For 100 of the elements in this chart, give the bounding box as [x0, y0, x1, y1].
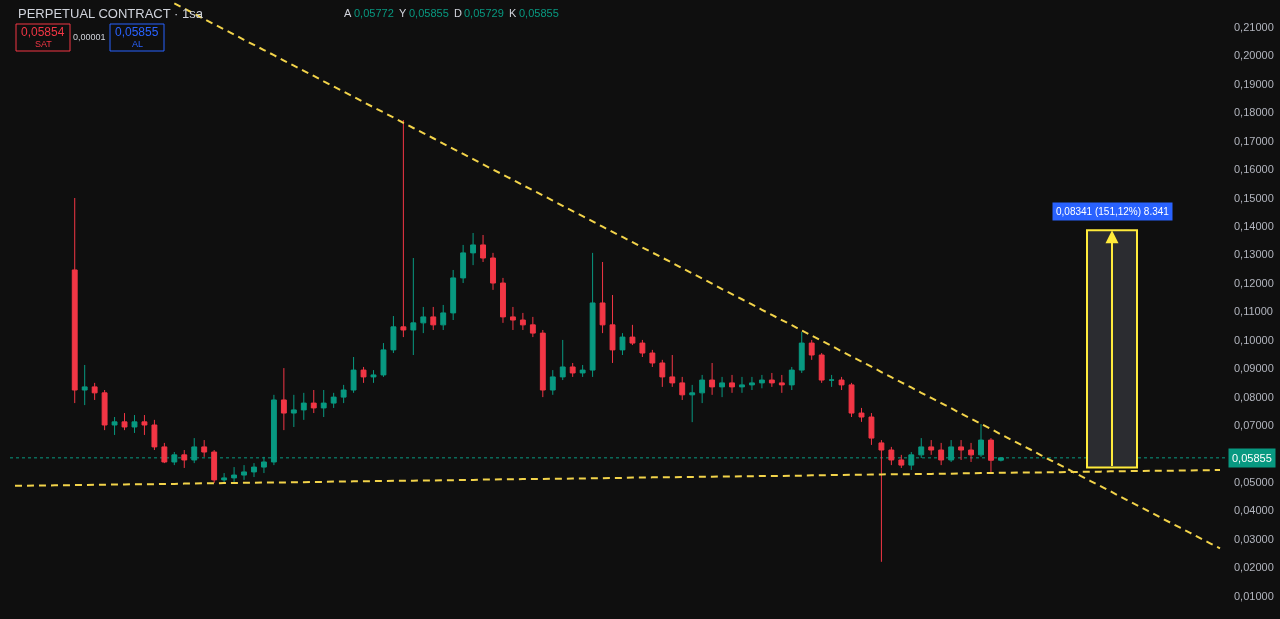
y-tick-label: 0,07000 — [1234, 419, 1274, 432]
candlestick — [709, 362, 716, 396]
candlestick — [251, 462, 257, 478]
candlestick — [440, 304, 447, 331]
candlestick — [729, 374, 735, 394]
candlestick — [808, 339, 815, 361]
y-tick-label: 0,02000 — [1234, 561, 1274, 574]
candlestick — [101, 389, 108, 431]
y-tick-label: 0,18000 — [1234, 106, 1274, 119]
candlestick — [609, 294, 616, 364]
y-tick-label: 0,11000 — [1234, 305, 1273, 318]
candlestick — [141, 414, 148, 436]
candlestick — [151, 419, 158, 451]
annotation: 0,05855 — [409, 7, 449, 19]
candlestick — [91, 382, 98, 401]
candlestick — [500, 277, 506, 324]
candlestick — [390, 315, 397, 354]
candlestick — [280, 367, 287, 431]
candlestick — [848, 382, 855, 418]
annotation: SAT — [35, 39, 53, 49]
candlestick — [450, 269, 457, 321]
y-tick-label: 0,09000 — [1234, 362, 1274, 375]
candlestick — [639, 339, 646, 358]
candlestick — [370, 369, 377, 384]
y-tick-label: 0,01000 — [1234, 589, 1274, 602]
candlestick — [380, 342, 387, 378]
candlestick — [689, 384, 696, 423]
candlestick — [958, 439, 965, 461]
band-label: 0,08341 (151,12%) 8.341 — [1056, 206, 1170, 217]
candlestick — [231, 466, 238, 483]
annotation: 0,05854 — [21, 25, 65, 39]
candlestick — [340, 384, 347, 404]
candlestick — [988, 437, 994, 473]
candlestick — [788, 366, 795, 391]
candlestick — [310, 389, 317, 414]
candlestick — [350, 356, 357, 394]
annotation: K — [509, 7, 517, 19]
candlestick — [400, 119, 407, 338]
candlestick — [221, 472, 228, 484]
text: PERPETUAL CONTRACT · 1sa — [18, 6, 204, 21]
candlestick — [758, 374, 765, 389]
candlestick — [938, 442, 945, 466]
candlestick — [320, 389, 327, 418]
candlestick — [659, 359, 666, 388]
candlestick — [201, 439, 208, 458]
candlestick — [111, 416, 118, 436]
y-tick-label: 0,13000 — [1234, 248, 1274, 261]
candlestick — [798, 331, 805, 374]
candlestick — [968, 442, 974, 463]
candlestick — [858, 407, 865, 423]
annotation: 0,05772 — [354, 7, 394, 19]
candlestick — [928, 439, 935, 456]
candlestick — [519, 312, 526, 331]
candlestick — [619, 332, 626, 356]
y-tick-label: 0,04000 — [1234, 504, 1274, 517]
candlestick — [460, 244, 467, 284]
annotation: A — [344, 7, 352, 19]
candlestick — [509, 306, 516, 331]
candlestick — [131, 414, 138, 434]
candlestick — [290, 394, 297, 428]
candlestick — [828, 374, 835, 388]
y-tick-label: 0,14000 — [1234, 220, 1274, 232]
candlestick — [81, 364, 88, 406]
candlestick — [868, 412, 875, 446]
candlestick — [330, 392, 337, 409]
y-tick-label: 0,16000 — [1234, 163, 1274, 176]
candlestick — [529, 316, 536, 338]
candlestick — [768, 372, 775, 388]
candlestick — [579, 364, 586, 378]
y-tick-label: 0,20000 — [1234, 49, 1274, 62]
candlestick — [211, 449, 218, 484]
y-tick-label: 0,17000 — [1234, 134, 1274, 147]
candlestick — [649, 349, 656, 368]
candlestick — [818, 352, 825, 384]
annotation: 0,05855 — [115, 25, 159, 39]
y-tick-label: 0,21000 — [1234, 20, 1274, 33]
annotation: 0,05855 — [519, 7, 559, 19]
y-tick-label: 0,08000 — [1234, 390, 1274, 403]
annotation: 0,00001 — [73, 32, 106, 42]
candlestick — [569, 362, 576, 378]
candlestick — [539, 329, 546, 398]
candlestick — [181, 449, 188, 469]
candlestick — [599, 261, 606, 334]
candlestick — [360, 366, 367, 384]
annotation: 0,05729 — [464, 7, 504, 19]
annotation: D — [454, 7, 462, 19]
candlestick — [241, 464, 247, 481]
y-tick-label: 0,05000 — [1234, 476, 1274, 489]
y-tick-label: 0,10000 — [1234, 333, 1274, 346]
candlestick — [480, 234, 486, 263]
candlestick — [589, 252, 596, 378]
candlestick — [898, 454, 905, 469]
candlestick — [300, 392, 307, 421]
candlestick — [549, 369, 556, 396]
y-tick-label: 0,19000 — [1234, 77, 1274, 90]
annotation: Y — [399, 7, 407, 19]
candlestick — [121, 412, 128, 431]
y-tick-label: 0,03000 — [1234, 532, 1274, 545]
candlestick — [161, 442, 168, 464]
y-tick-label: 0,15000 — [1234, 191, 1274, 204]
